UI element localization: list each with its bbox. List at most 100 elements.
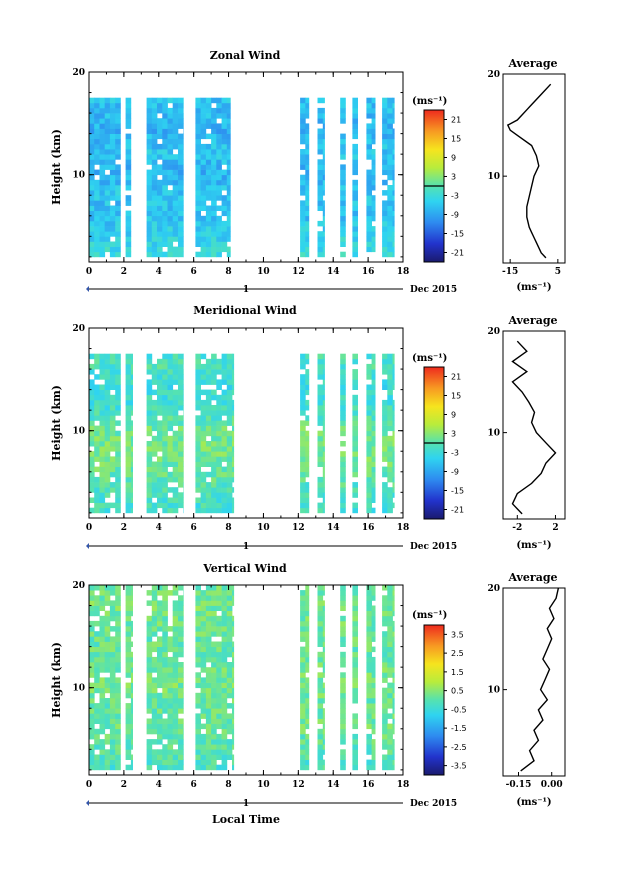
heatmap-cell xyxy=(115,651,121,658)
heatmap-cell xyxy=(387,358,393,365)
x-tick-label: 6 xyxy=(191,780,197,790)
heatmap-cell xyxy=(211,456,217,462)
colorbar-tick-label: -21 xyxy=(451,506,464,515)
heatmap-cell xyxy=(172,128,179,134)
heatmap-cell xyxy=(94,113,100,119)
heatmap-cell xyxy=(371,107,376,114)
heatmap-cell xyxy=(322,241,325,247)
heatmap-cell xyxy=(221,246,228,253)
heatmap-cell xyxy=(151,656,158,663)
heatmap-cell xyxy=(125,656,132,663)
heatmap-cell xyxy=(172,113,179,119)
heatmap-cell xyxy=(125,708,132,714)
heatmap-cell xyxy=(317,389,324,396)
heatmap-cell xyxy=(366,651,372,658)
heatmap-cell xyxy=(167,703,174,709)
heatmap-cell xyxy=(104,600,111,606)
heatmap-cell xyxy=(115,466,121,473)
heatmap-cell xyxy=(172,236,179,242)
heatmap-cell xyxy=(382,200,388,206)
heatmap-cell xyxy=(317,405,324,411)
heatmap-cell xyxy=(366,369,372,375)
heatmap-cell xyxy=(130,631,133,637)
heatmap-cell xyxy=(221,200,228,206)
heatmap-cell xyxy=(109,374,116,380)
heatmap-cell xyxy=(157,487,163,493)
heatmap-cell xyxy=(352,600,358,606)
heatmap-cell xyxy=(104,507,111,514)
heatmap-cell xyxy=(99,102,106,109)
heatmap-cell xyxy=(146,723,153,730)
heatmap-cell xyxy=(200,379,207,385)
heatmap-cell xyxy=(115,626,121,632)
heatmap-cell xyxy=(200,200,207,206)
heatmap-cell xyxy=(200,692,207,699)
heatmap-cell xyxy=(167,394,174,401)
heatmap-cell xyxy=(157,369,163,375)
heatmap-cell xyxy=(371,154,376,160)
heatmap-cell xyxy=(352,226,358,232)
heatmap-cell xyxy=(151,205,158,211)
heatmap-cell xyxy=(195,610,201,617)
heatmap-cell xyxy=(172,102,179,109)
heatmap-cell xyxy=(200,415,207,421)
heatmap-cell xyxy=(125,610,132,617)
heatmap-cell xyxy=(305,384,310,390)
heatmap-cell xyxy=(104,446,111,452)
heatmap-cell xyxy=(99,441,106,447)
heatmap-cell xyxy=(211,687,217,694)
heatmap-cell xyxy=(104,215,111,222)
heatmap-cell xyxy=(162,185,168,191)
heatmap-cell xyxy=(216,133,222,140)
heatmap-cell xyxy=(211,605,217,611)
heatmap-cell xyxy=(94,641,100,647)
heatmap-cell xyxy=(226,507,233,514)
heatmap-cell xyxy=(157,164,163,170)
heatmap-cell xyxy=(382,692,388,699)
heatmap-cell xyxy=(151,502,158,509)
heatmap-cell xyxy=(392,200,395,206)
heatmap-cell xyxy=(371,384,376,390)
heatmap-cell xyxy=(322,733,325,740)
heatmap-cell xyxy=(340,662,346,668)
heatmap-cell xyxy=(94,154,100,160)
heatmap-cell xyxy=(157,210,163,217)
heatmap-cell xyxy=(104,143,111,150)
heatmap-cell xyxy=(322,492,325,498)
heatmap-cell xyxy=(89,435,95,442)
heatmap-cell xyxy=(94,399,100,406)
heatmap-cell xyxy=(178,210,184,217)
heatmap-cell xyxy=(99,430,106,437)
heatmap-cell xyxy=(216,164,222,170)
heatmap-cell xyxy=(317,118,324,124)
heatmap-cell xyxy=(200,420,207,426)
x-tick-label: 10 xyxy=(257,780,270,790)
heatmap-cell xyxy=(340,374,346,380)
heatmap-cell xyxy=(200,149,207,155)
heatmap-cell xyxy=(317,590,324,596)
heatmap-cell xyxy=(221,102,228,109)
heatmap-cell xyxy=(340,703,346,709)
heatmap-cell xyxy=(195,476,201,483)
heatmap-cell xyxy=(109,708,116,714)
heatmap-cell xyxy=(94,123,100,129)
heatmap-cell xyxy=(226,231,231,237)
heatmap-cell xyxy=(89,487,95,493)
heatmap-cell xyxy=(226,154,231,160)
heatmap-cell xyxy=(146,210,153,217)
heatmap-cell xyxy=(226,636,233,642)
heatmap-cell xyxy=(99,389,106,396)
heatmap-cell xyxy=(146,692,153,699)
heatmap-cell xyxy=(322,476,325,483)
heatmap-cell xyxy=(162,236,168,242)
heatmap-cell xyxy=(178,641,184,647)
heatmap-cell xyxy=(352,585,358,591)
heatmap-cell xyxy=(300,420,306,426)
heatmap-cell xyxy=(340,164,346,170)
heatmap-cell xyxy=(109,246,116,253)
heatmap-cell xyxy=(216,656,222,663)
heatmap-cell xyxy=(322,718,325,724)
heatmap-cell xyxy=(340,430,346,437)
heatmap-cell xyxy=(200,251,207,258)
heatmap-cell xyxy=(109,394,116,401)
